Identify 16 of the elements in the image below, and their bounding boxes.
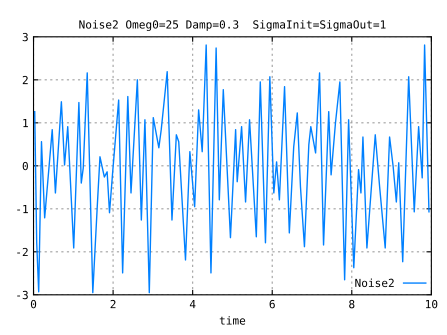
y-tick-label: 2: [22, 76, 28, 84]
y-tick-label: -1: [17, 204, 28, 214]
x-tick-label: 8: [349, 300, 354, 308]
x-tick-label: 0: [30, 300, 36, 308]
y-tick-label: 3: [22, 32, 28, 42]
y-tick-label: 0: [22, 162, 28, 170]
x-tick-label: 4: [190, 300, 196, 308]
chart-title: Noise2 Omeg0=25 Damp=0.3 SigmaInit=SigmaOut=1: [79, 20, 386, 31]
x-axis-title: time: [220, 316, 246, 325]
y-tick-label: -2: [17, 248, 28, 256]
x-tick-label: 10: [426, 300, 438, 308]
x-tick-label: 6: [270, 300, 275, 308]
legend-label: Noise2: [355, 278, 394, 288]
x-tick-label: 2: [110, 300, 116, 308]
y-tick-label: -3: [17, 290, 28, 300]
y-tick-label: 1: [23, 118, 28, 128]
